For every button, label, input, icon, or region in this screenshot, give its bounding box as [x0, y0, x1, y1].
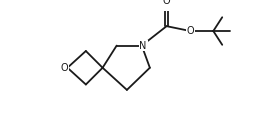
Text: N: N: [139, 41, 147, 51]
Text: O: O: [187, 26, 194, 36]
Text: O: O: [60, 63, 68, 73]
Text: O: O: [163, 0, 170, 6]
